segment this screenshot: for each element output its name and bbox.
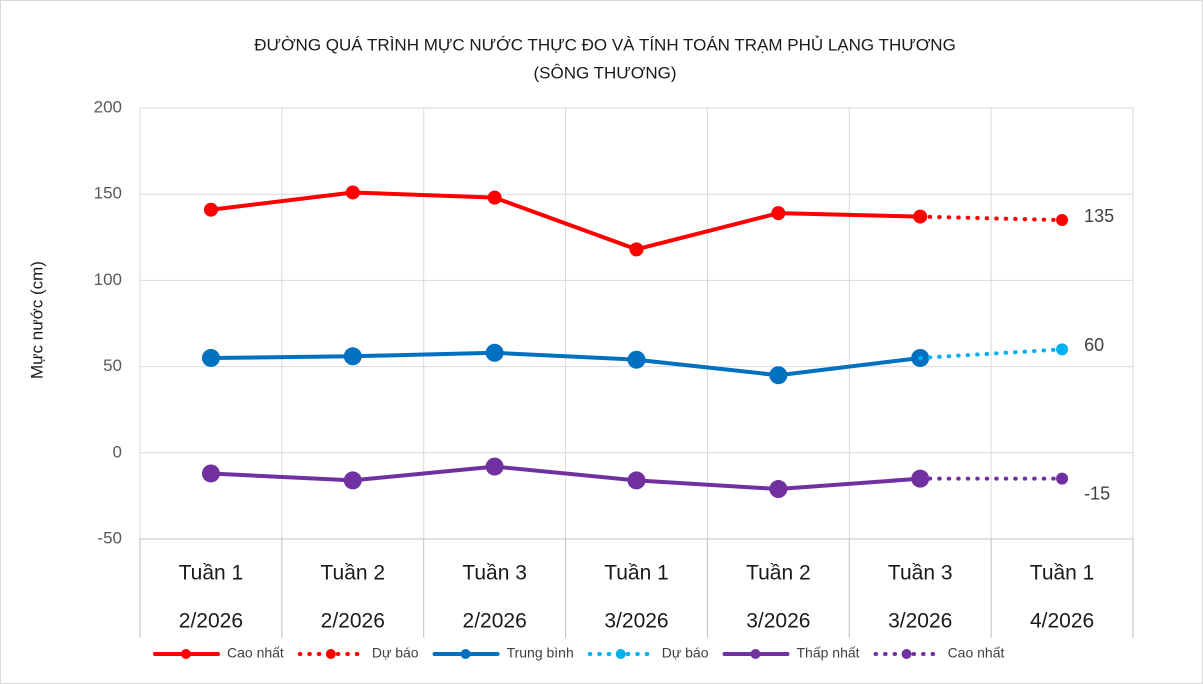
legend-label: Dự báo [662, 645, 709, 661]
y-tick-label: 50 [103, 356, 122, 375]
marker [201, 464, 220, 483]
legend-label: Cao nhất [227, 645, 284, 661]
x-tick-label: Tuần 2 [746, 562, 811, 585]
data-label: 135 [1084, 206, 1114, 226]
marker [627, 350, 646, 369]
marker [1056, 214, 1069, 227]
legend-marker [460, 649, 471, 659]
chart-title: ĐƯỜNG QUÁ TRÌNH MỰC NƯỚC THỰC ĐO VÀ TÍNH… [254, 35, 956, 54]
x-tick-label: Tuần 3 [462, 562, 527, 585]
y-axis-label: Mực nước (cm) [27, 261, 46, 379]
data-label: -15 [1084, 483, 1110, 503]
marker [485, 457, 504, 476]
y-tick-label: -50 [97, 528, 122, 547]
marker [627, 471, 646, 490]
marker [769, 366, 788, 385]
legend-label: Thấp nhất [797, 645, 860, 661]
x-tick-sublabel: 2/2026 [179, 610, 243, 633]
y-tick-label: 150 [94, 184, 122, 203]
data-label: 60 [1084, 335, 1104, 355]
marker [629, 242, 644, 257]
legend-marker [750, 649, 761, 659]
marker [771, 206, 786, 221]
x-tick-label: Tuần 1 [604, 562, 669, 585]
x-tick-sublabel: 4/2026 [1030, 610, 1094, 633]
marker [769, 480, 788, 499]
x-tick-label: Tuần 3 [888, 562, 953, 585]
y-tick-label: 200 [94, 97, 122, 116]
legend-marker [615, 649, 626, 659]
x-tick-label: Tuần 2 [320, 562, 385, 585]
legend-marker [181, 649, 191, 659]
y-tick-label: 100 [94, 270, 122, 289]
chart-subtitle: (SÔNG THƯƠNG) [533, 63, 676, 82]
marker [345, 185, 360, 200]
series-line [208, 350, 923, 378]
legend-label: Dự báo [372, 645, 419, 661]
series-line [208, 464, 923, 492]
x-tick-sublabel: 3/2026 [604, 610, 668, 633]
x-tick-sublabel: 3/2026 [746, 610, 810, 633]
marker [343, 347, 362, 366]
x-tick-label: Tuần 1 [1030, 562, 1095, 585]
x-tick-sublabel: 2/2026 [463, 610, 527, 633]
marker [203, 202, 218, 217]
x-tick-sublabel: 3/2026 [888, 610, 952, 633]
legend-label: Trung bình [507, 645, 574, 661]
marker [485, 343, 504, 362]
x-tick-sublabel: 2/2026 [321, 610, 385, 633]
marker [1056, 472, 1069, 485]
marker [487, 190, 502, 205]
legend-label: Cao nhất [948, 645, 1005, 661]
marker [201, 348, 220, 367]
legend-marker [325, 649, 336, 659]
x-tick-label: Tuần 1 [179, 562, 244, 585]
y-tick-label: 0 [113, 442, 122, 461]
marker [1056, 343, 1069, 356]
marker [343, 471, 362, 490]
series-line [208, 190, 923, 252]
legend-marker [901, 649, 912, 659]
